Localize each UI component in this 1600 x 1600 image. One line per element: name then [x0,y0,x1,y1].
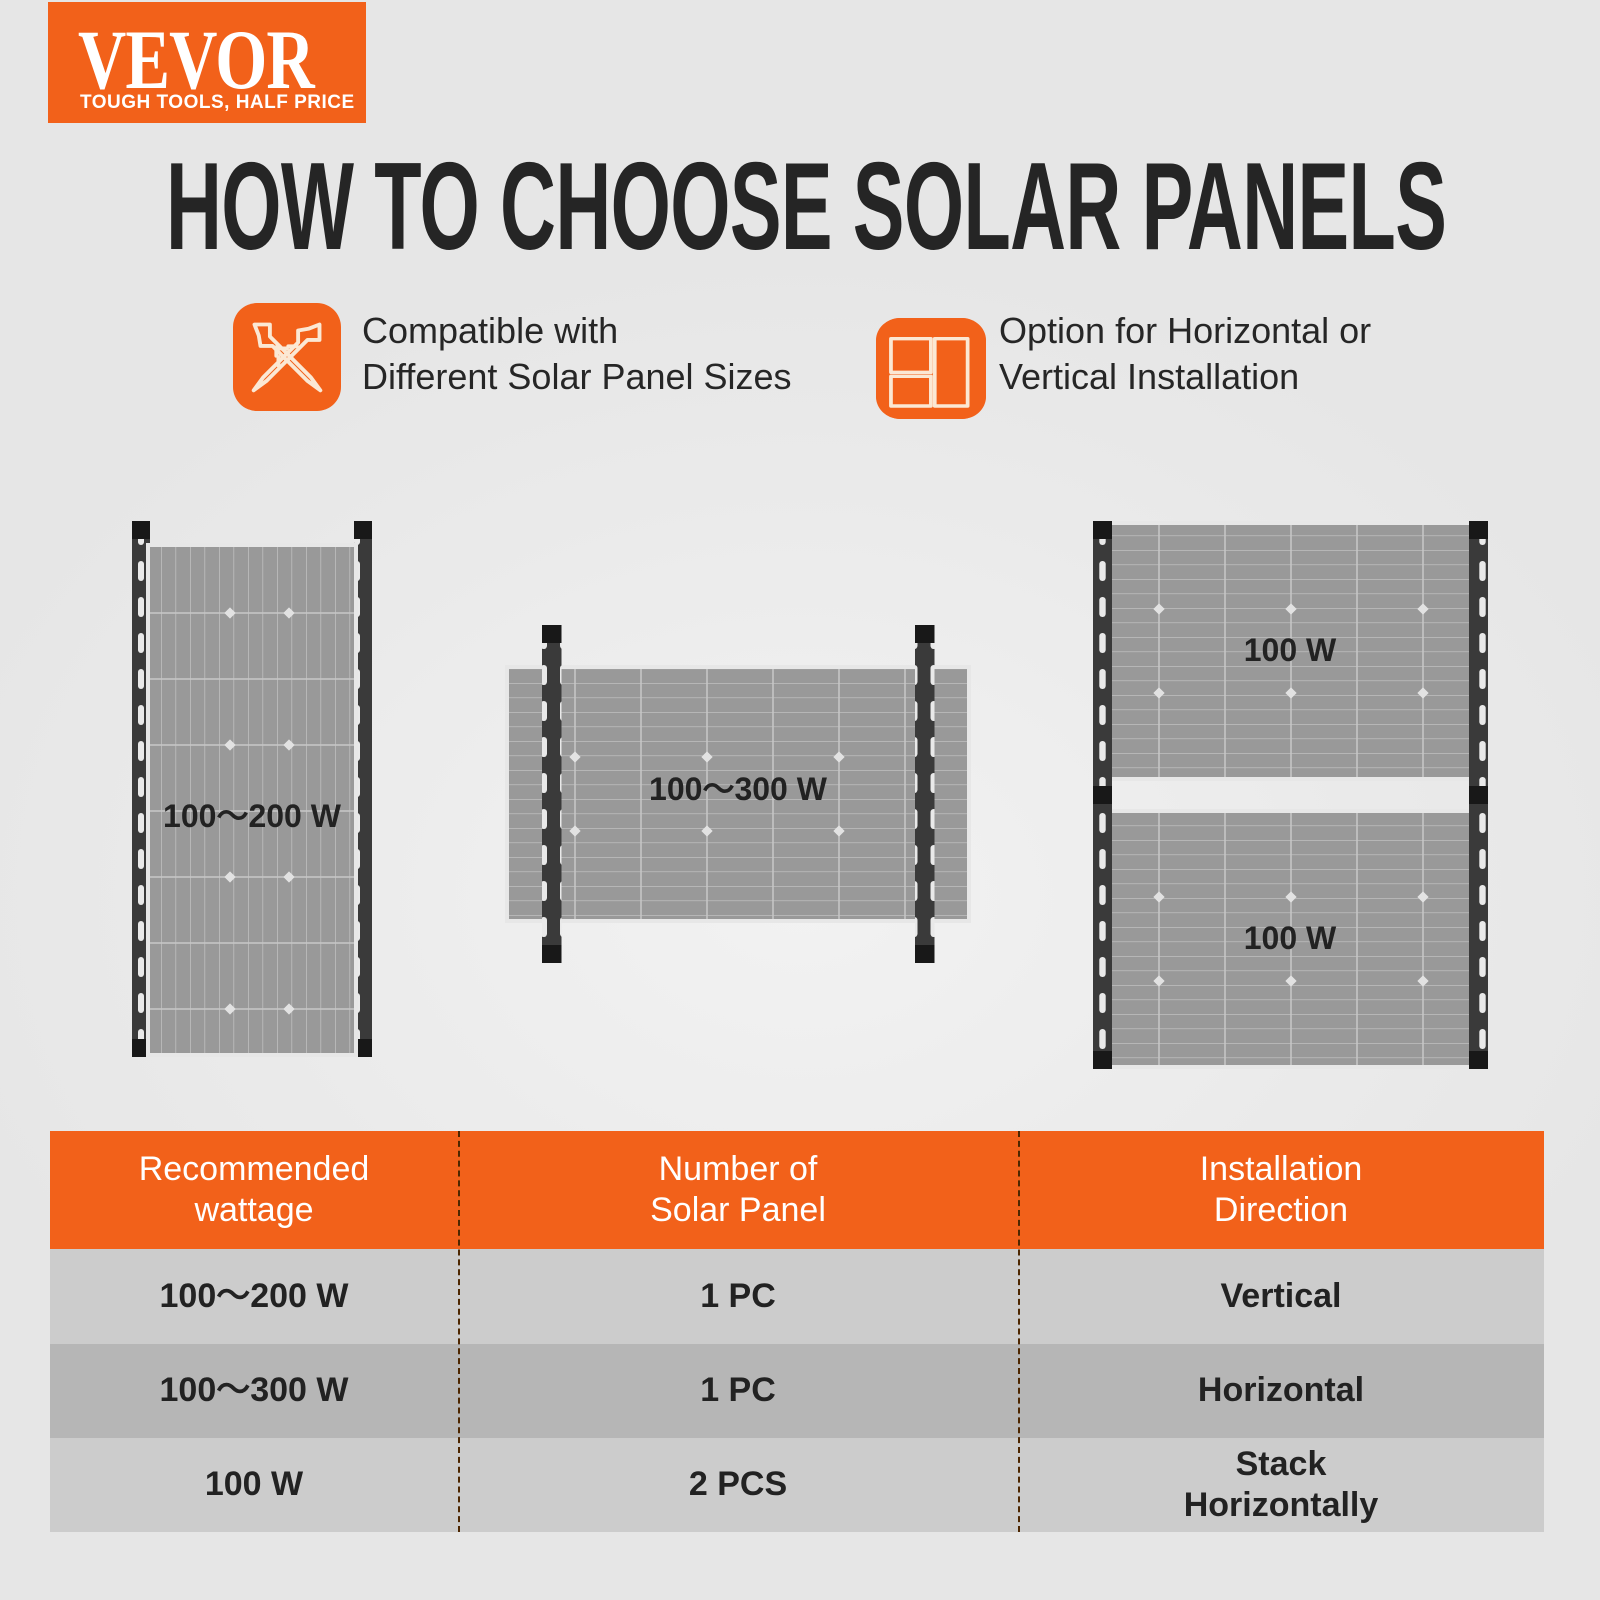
svg-text:100 W: 100 W [1244,632,1337,668]
svg-text:100 W: 100 W [1244,920,1337,956]
svg-text:100〜200 W: 100〜200 W [163,798,342,834]
svg-text:100〜300 W: 100〜300 W [649,771,828,807]
